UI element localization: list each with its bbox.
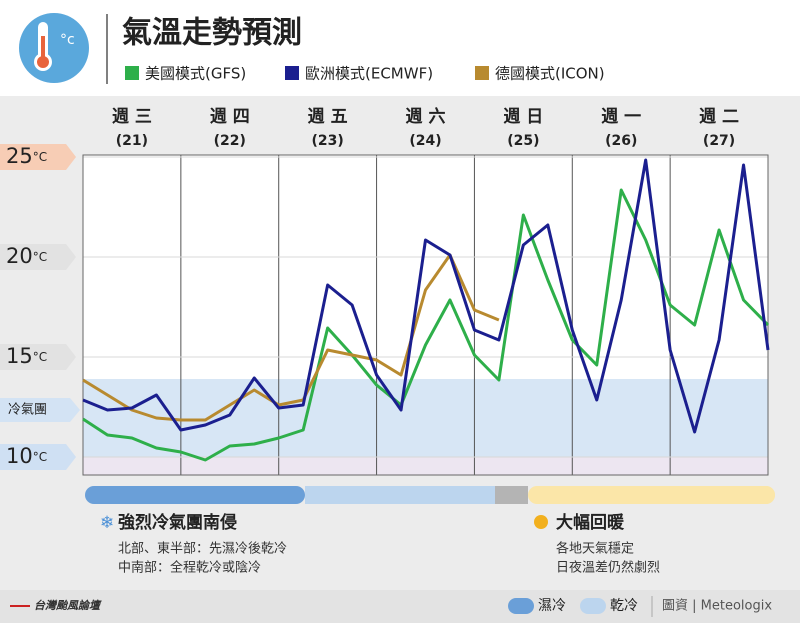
- y-tick-value: 25: [6, 144, 33, 168]
- tick-badge: [0, 344, 76, 370]
- band: [83, 457, 768, 475]
- legend-swatch: [125, 66, 139, 80]
- band: [83, 379, 768, 457]
- chart-title: 氣溫走勢預測: [122, 16, 302, 51]
- phase-bar: [528, 486, 775, 504]
- source: 圖資 | Meteologix: [662, 599, 772, 614]
- day-date: (21): [116, 133, 148, 149]
- day-date: (23): [312, 133, 344, 149]
- day-name: 週 日: [503, 107, 543, 127]
- legend-swatch: [475, 66, 489, 80]
- snow-icon: ❄: [100, 513, 114, 533]
- y-tick-label: 15°C: [6, 344, 47, 368]
- day-name: 週 六: [406, 106, 446, 127]
- y-tick-unit: °C: [33, 150, 47, 164]
- icon: [41, 36, 45, 60]
- day-date: (26): [605, 133, 637, 149]
- legend-label: 德國模式(ICON): [495, 65, 605, 83]
- day-date: (25): [507, 133, 539, 149]
- tick-badge: [0, 244, 76, 270]
- phase-label: 乾冷: [610, 598, 638, 614]
- note-line: 各地天氣穩定: [556, 541, 634, 557]
- legend-label: 歐洲模式(ECMWF): [305, 65, 433, 83]
- sun-icon: [534, 515, 548, 529]
- day-date: (22): [214, 133, 246, 149]
- day-name: 週 五: [308, 107, 348, 127]
- note-line: 中南部：全程乾冷或陰冷: [118, 560, 261, 576]
- y-tick-value: 10: [6, 444, 33, 468]
- plot-border: [82, 154, 769, 476]
- note-line: 日夜溫差仍然劇烈: [556, 560, 660, 576]
- y-tick-label: 10°C: [6, 444, 47, 468]
- legend-label: 美國模式(GFS): [145, 65, 246, 83]
- phase-bar: [305, 486, 495, 504]
- y-tick-unit: °C: [33, 250, 47, 264]
- phase-swatch: [508, 598, 534, 614]
- day-date: (24): [409, 133, 441, 149]
- note-line: 北部、東半部：先濕冷後乾冷: [118, 541, 287, 557]
- phase-bar: [495, 486, 528, 504]
- y-tick-value: 20: [6, 244, 33, 268]
- phase-bar: [85, 486, 305, 504]
- y-tick-label: 25°C: [6, 144, 47, 168]
- day-date: (27): [703, 133, 735, 149]
- logo: 台灣颱風論壇: [34, 599, 102, 612]
- series-line: [82, 158, 770, 434]
- series-line: [82, 188, 770, 462]
- band-label: 冷氣團: [8, 403, 47, 418]
- footer: [0, 590, 800, 623]
- series-line: [82, 253, 500, 422]
- phase-swatch: [580, 598, 606, 614]
- phase-bar: [755, 486, 775, 504]
- y-tick-label: 20°C: [6, 244, 47, 268]
- icon: [19, 13, 89, 83]
- legend-swatch: [285, 66, 299, 80]
- day-name: 週 一: [601, 107, 641, 127]
- tick-badge: [0, 444, 76, 470]
- y-tick-unit: °C: [33, 450, 47, 464]
- icon: °c: [60, 32, 75, 48]
- band-badge: [0, 398, 80, 422]
- note-title: 強烈冷氣團南侵: [118, 512, 237, 533]
- day-name: 週 三: [112, 107, 152, 127]
- day-name: 週 二: [699, 107, 739, 127]
- day-name: 週 四: [210, 107, 250, 127]
- y-tick-unit: °C: [33, 350, 47, 364]
- y-tick-value: 15: [6, 344, 33, 368]
- icon: [37, 56, 49, 68]
- tick-badge: [0, 144, 76, 170]
- phase-label: 濕冷: [538, 598, 566, 614]
- note-title: 大幅回暖: [556, 512, 625, 533]
